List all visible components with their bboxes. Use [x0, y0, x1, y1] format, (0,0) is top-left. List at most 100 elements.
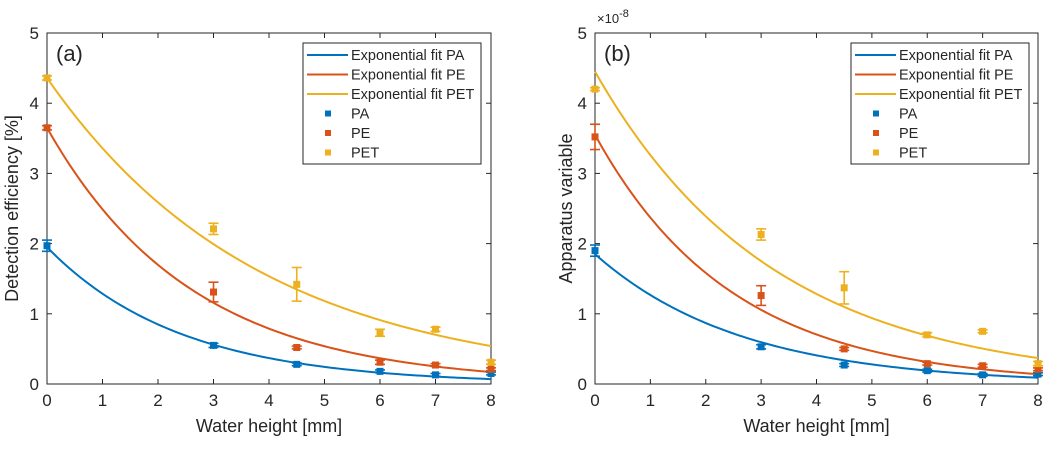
- fit-curve-pet: [46, 77, 492, 348]
- data-point-pa: [432, 371, 439, 379]
- x-tick-label: 8: [1033, 391, 1042, 410]
- x-tick-label: 3: [209, 391, 218, 410]
- data-point-pa: [487, 369, 495, 377]
- y-tick-label: 0: [30, 375, 39, 394]
- data-point-pa: [210, 341, 217, 349]
- data-point-pet: [432, 325, 439, 333]
- legend: Exponential fit PA Exponential fit PE Expo…: [302, 42, 482, 165]
- x-tick-label: 7: [978, 391, 987, 410]
- data-point-pe: [840, 345, 848, 353]
- y-tick-label: 0: [578, 375, 587, 394]
- data-point-pe: [293, 343, 301, 351]
- x-axis-label: Water height [mm]: [196, 416, 342, 436]
- chart-panel-b: 0 1 2 3 4 5 6 7 8 0 1 2 3 4 5 Water height [mm] Apparatu…: [556, 8, 1043, 436]
- legend: Exponential fit PA Exponential fit PE Expo…: [850, 42, 1030, 165]
- data-point-pet: [210, 225, 217, 233]
- data-point-pet: [376, 329, 384, 337]
- panel-label: (a): [56, 41, 83, 66]
- data-point-pet: [840, 284, 848, 292]
- x-tick-label: 6: [923, 391, 932, 410]
- data-point-pet: [757, 230, 765, 238]
- data-point-pet: [923, 331, 931, 339]
- y-tick-label: 3: [30, 164, 39, 183]
- y-tick-label: 2: [30, 235, 39, 254]
- y-tick-label: 5: [578, 24, 587, 43]
- legend-marker-swatch: [325, 149, 331, 156]
- x-tick-label: 4: [264, 391, 273, 410]
- data-point-pa: [979, 371, 987, 379]
- data-point-pe: [979, 362, 987, 370]
- y-exponent-base: ×10: [597, 11, 619, 26]
- data-point-pe: [432, 361, 439, 369]
- legend-entry: PA: [351, 107, 370, 123]
- data-point-pa: [923, 367, 931, 375]
- chart-panel-a: 0 1 2 3 4 5 6 7 8 0 1 2 3 4 5 Water height [mm] Detectio…: [2, 24, 496, 436]
- legend-entry: Exponential fit PE: [899, 68, 1014, 84]
- fit-curve-pa: [46, 246, 492, 381]
- y-tick-label: 1: [578, 305, 587, 324]
- data-point-pa: [840, 361, 848, 369]
- x-tick-label: 2: [701, 391, 710, 410]
- data-point-pa: [1034, 370, 1042, 378]
- legend-entry: Exponential fit PA: [899, 48, 1013, 64]
- x-tick-label: 5: [320, 391, 329, 410]
- data-point-pa: [376, 367, 384, 375]
- data-point-pe: [43, 124, 51, 132]
- legend-entry: Exponential fit PET: [351, 87, 474, 103]
- data-point-pet: [1034, 360, 1042, 368]
- x-tick-label: 6: [375, 391, 384, 410]
- data-point-pa: [757, 343, 765, 351]
- x-tick-label: 1: [98, 391, 107, 410]
- legend-entry: PA: [899, 107, 918, 123]
- fit-curve-pa: [594, 253, 1039, 379]
- legend-entry: Exponential fit PE: [351, 68, 466, 84]
- legend-entry: PET: [351, 146, 379, 162]
- fit-curve-pet: [594, 71, 1039, 360]
- panel-label: (b): [604, 41, 631, 66]
- data-point-pet: [591, 85, 599, 93]
- x-tick-label: 3: [756, 391, 765, 410]
- data-point-pe: [487, 365, 495, 373]
- legend-marker-swatch: [873, 130, 879, 136]
- legend-entry: Exponential fit PET: [899, 87, 1022, 103]
- y-tick-label: 4: [30, 94, 39, 113]
- x-tick-label: 2: [153, 391, 162, 410]
- data-point-pet: [979, 327, 987, 335]
- y-tick-label: 5: [30, 24, 39, 43]
- legend-marker-swatch: [325, 130, 331, 136]
- y-exponent-power: -8: [619, 8, 629, 20]
- data-point-pe: [591, 133, 599, 141]
- data-point-pe: [757, 292, 765, 300]
- data-point-pet: [487, 358, 495, 366]
- data-point-pa: [293, 360, 301, 368]
- legend-marker-swatch: [325, 110, 331, 117]
- data-point-pe: [376, 358, 384, 366]
- legend-box: [302, 42, 482, 165]
- x-axis-label: Water height [mm]: [743, 416, 889, 436]
- data-point-pet: [43, 74, 51, 82]
- legend-marker-swatch: [873, 110, 879, 117]
- fit-curve-pe: [46, 127, 492, 374]
- y-tick-label: 4: [578, 94, 587, 113]
- legend-entry: PE: [351, 126, 371, 142]
- y-axis-label: Apparatus variable: [556, 133, 576, 283]
- legend-entry: Exponential fit PA: [351, 48, 465, 64]
- data-point-pa: [43, 242, 51, 250]
- legend-entry: PE: [899, 126, 919, 142]
- y-axis-label: Detection efficiency [%]: [2, 115, 22, 302]
- x-tick-label: 4: [812, 391, 821, 410]
- y-tick-label: 1: [30, 305, 39, 324]
- x-tick-label: 5: [867, 391, 876, 410]
- data-point-pe: [1034, 365, 1042, 373]
- x-tick-label: 1: [646, 391, 655, 410]
- legend-box: [850, 42, 1030, 165]
- fit-curve-pe: [594, 134, 1039, 376]
- legend-entry: PET: [899, 146, 927, 162]
- data-point-pa: [591, 247, 599, 255]
- data-point-pet: [293, 280, 301, 288]
- data-point-pe: [923, 360, 931, 368]
- y-tick-label: 2: [578, 235, 587, 254]
- y-exponent-label: ×10-8: [597, 8, 629, 26]
- x-tick-label: 8: [486, 391, 495, 410]
